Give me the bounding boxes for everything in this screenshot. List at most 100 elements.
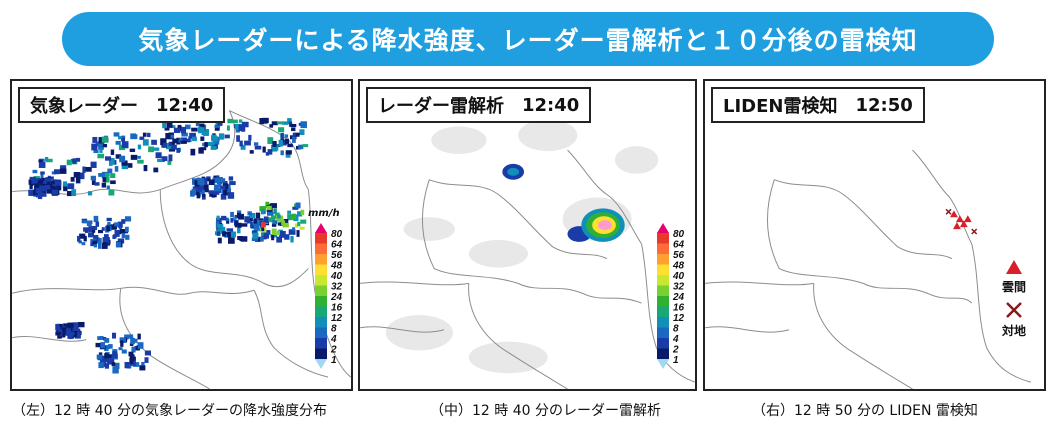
rain-cell bbox=[259, 236, 264, 242]
rain-cell bbox=[265, 201, 270, 208]
rain-cell bbox=[197, 126, 202, 134]
rain-cell bbox=[99, 148, 103, 153]
rain-cell bbox=[176, 148, 181, 153]
rain-cell bbox=[163, 142, 167, 148]
rain-cell bbox=[130, 133, 136, 140]
rain-cell bbox=[201, 194, 206, 198]
rain-cell bbox=[168, 142, 172, 147]
rain-cell bbox=[90, 175, 97, 181]
rain-cell bbox=[216, 175, 220, 180]
rain-cell bbox=[219, 133, 225, 140]
rain-cell bbox=[87, 191, 93, 196]
rain-cell bbox=[106, 217, 112, 222]
legend-level-label: 64 bbox=[331, 240, 343, 251]
legend-swatch bbox=[315, 275, 327, 286]
rain-cell bbox=[282, 121, 289, 125]
rain-cell bbox=[129, 359, 134, 364]
rain-cell bbox=[287, 210, 291, 214]
rain-cell bbox=[280, 150, 284, 156]
rain-cell bbox=[214, 126, 220, 131]
key-cloud-to-cloud: 雲間 bbox=[1001, 259, 1027, 295]
rain-cell bbox=[292, 227, 296, 231]
rain-cell bbox=[240, 236, 248, 242]
title-text: 気象レーダーによる降水強度、レーダー雷解析と１０分後の雷検知 bbox=[138, 26, 918, 55]
rain-cell bbox=[168, 148, 176, 152]
rain-cell bbox=[208, 190, 215, 194]
rain-cell bbox=[44, 157, 49, 162]
rain-cell bbox=[40, 173, 44, 180]
rain-cell bbox=[218, 178, 226, 183]
legend-swatch bbox=[315, 296, 327, 307]
rain-cell bbox=[234, 220, 238, 228]
rain-cell bbox=[137, 155, 141, 159]
rain-cell bbox=[155, 152, 162, 159]
legend-level-label: 24 bbox=[330, 292, 343, 303]
rain-cell bbox=[66, 190, 72, 197]
rain-cell bbox=[227, 237, 235, 244]
rain-cell bbox=[121, 164, 129, 170]
rain-cell bbox=[71, 189, 77, 197]
rain-cell bbox=[125, 226, 129, 233]
rain-cell bbox=[272, 220, 278, 225]
rain-cell bbox=[108, 189, 115, 196]
rain-cell bbox=[151, 139, 157, 145]
rain-cell bbox=[220, 226, 226, 233]
rain-cell bbox=[124, 361, 130, 369]
rain-cell bbox=[129, 148, 136, 152]
rain-cell bbox=[39, 179, 43, 185]
legend-level-label: 2 bbox=[672, 345, 679, 356]
rain-cell bbox=[161, 156, 168, 162]
rain-cell bbox=[269, 124, 274, 128]
caption-right: （右）12 時 50 分の LIDEN 雷検知 bbox=[752, 403, 978, 419]
legend-level-label: 16 bbox=[331, 303, 343, 314]
rain-cell bbox=[37, 192, 43, 200]
rain-cell bbox=[300, 219, 307, 224]
rain-cell bbox=[291, 213, 296, 220]
rain-cell bbox=[207, 178, 211, 182]
rain-cell bbox=[296, 230, 300, 237]
rain-cell bbox=[62, 183, 68, 189]
rain-cell bbox=[44, 178, 51, 182]
rain-cell bbox=[144, 350, 151, 356]
rain-cell bbox=[200, 136, 205, 141]
legend-top-arrow bbox=[315, 223, 327, 233]
rain-cell bbox=[157, 158, 163, 163]
rain-cell bbox=[134, 346, 140, 351]
rain-cell bbox=[114, 230, 120, 237]
rain-cell bbox=[199, 127, 205, 134]
rain-cell bbox=[279, 220, 286, 226]
rain-cell bbox=[227, 118, 233, 124]
rain-cell bbox=[177, 138, 183, 143]
rain-cell bbox=[56, 323, 63, 330]
rain-cell bbox=[212, 177, 219, 184]
rain-cell bbox=[287, 214, 293, 221]
rain-cell bbox=[284, 234, 290, 240]
rain-cell bbox=[239, 140, 243, 147]
rain-cell bbox=[166, 121, 173, 128]
rain-cell bbox=[62, 330, 66, 338]
rain-cell bbox=[172, 138, 177, 144]
legend-level-label: 16 bbox=[673, 303, 685, 314]
rain-cell bbox=[271, 215, 276, 223]
rain-cell bbox=[283, 219, 289, 225]
rain-cell bbox=[153, 147, 160, 151]
rain-cell bbox=[294, 223, 298, 228]
legend-level-label: 1 bbox=[673, 355, 679, 366]
rain-cell bbox=[125, 234, 130, 240]
rain-cell bbox=[216, 231, 220, 236]
rain-cell bbox=[51, 171, 57, 175]
panel-liden: LIDEN雷検知 12:50 雲間 対地 bbox=[703, 79, 1046, 391]
rain-cell bbox=[33, 176, 40, 180]
rain-cell bbox=[189, 132, 196, 139]
rain-cell bbox=[271, 234, 275, 241]
legend-swatch bbox=[657, 243, 669, 254]
rain-cell bbox=[114, 362, 120, 369]
rain-cell bbox=[79, 172, 85, 180]
rain-cell bbox=[229, 181, 236, 186]
rain-cell bbox=[203, 184, 209, 190]
rain-cell bbox=[238, 124, 246, 132]
rain-cell bbox=[74, 324, 78, 329]
panel-time: 12:40 bbox=[156, 94, 214, 116]
rain-cell bbox=[82, 166, 86, 173]
